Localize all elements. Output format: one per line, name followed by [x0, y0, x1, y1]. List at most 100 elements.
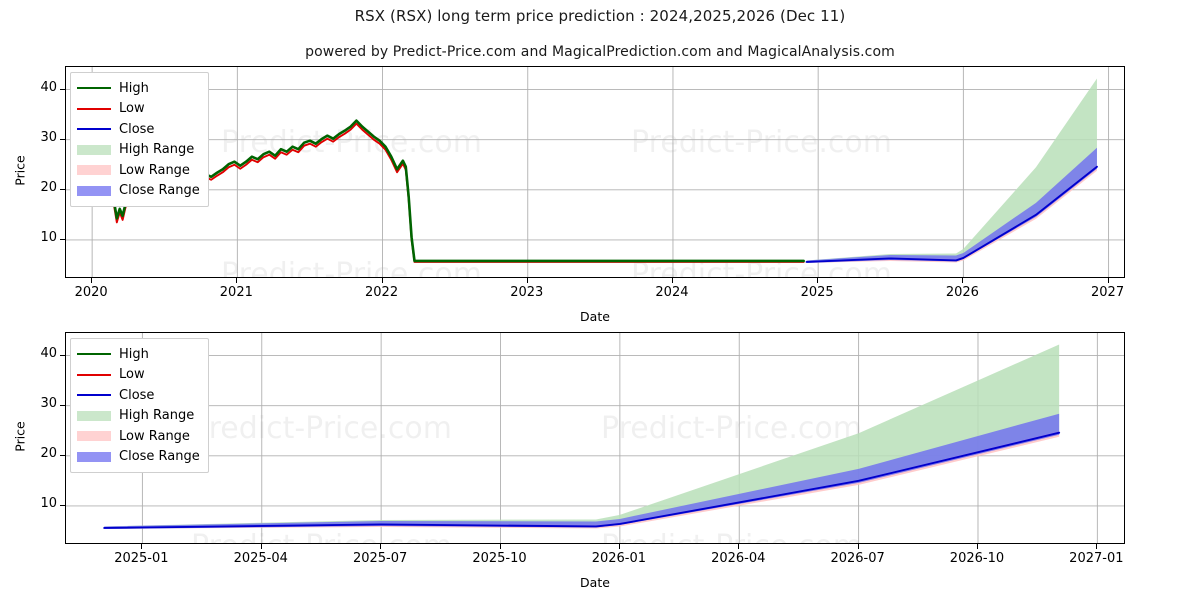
x-axis-tick-label: 2026 [907, 285, 1017, 300]
x-axis-tick-mark [738, 544, 739, 549]
legend-item-high[interactable]: High [77, 78, 200, 99]
x-axis-tick-mark [817, 278, 818, 283]
legend-label: High [119, 81, 149, 96]
x-axis-tick-label: 2027 [1053, 285, 1163, 300]
x-axis-tick-mark [500, 544, 501, 549]
bottom-chart-ylabel: Price [13, 407, 28, 467]
legend-label: Close Range [119, 183, 200, 198]
x-axis-tick-label: 2024 [617, 285, 727, 300]
legend-swatch-icon [77, 122, 111, 136]
legend-item-high-range[interactable]: High Range [77, 140, 200, 161]
y-axis-tick-label: 10 [15, 230, 57, 245]
legend-item-low-range[interactable]: Low Range [77, 426, 200, 447]
y-axis-tick-label: 40 [15, 346, 57, 361]
legend-swatch-icon [77, 163, 111, 177]
legend-swatch-icon [77, 81, 111, 95]
legend-label: Close Range [119, 449, 200, 464]
legend-swatch-icon [77, 368, 111, 382]
x-axis-tick-label: 2025-04 [206, 551, 316, 566]
legend-item-high-range[interactable]: High Range [77, 406, 200, 427]
bottom-chart-plot [66, 333, 1124, 543]
x-axis-tick-label: 2026-10 [922, 551, 1032, 566]
x-axis-tick-mark [261, 544, 262, 549]
legend-label: High [119, 347, 149, 362]
x-axis-tick-mark [672, 278, 673, 283]
x-axis-tick-label: 2025-10 [445, 551, 555, 566]
x-axis-tick-label: 2020 [36, 285, 146, 300]
top-chart-legend: High Low Close High Range Low Range Close Ran… [70, 72, 209, 207]
y-axis-tick-mark [60, 355, 65, 356]
x-axis-tick-mark [977, 544, 978, 549]
x-axis-tick-label: 2025 [762, 285, 872, 300]
top-chart-xlabel: Date [545, 309, 645, 324]
x-axis-tick-label: 2021 [181, 285, 291, 300]
x-axis-tick-mark [1108, 278, 1109, 283]
legend-swatch-icon [77, 102, 111, 116]
legend-item-low-range[interactable]: Low Range [77, 160, 200, 181]
legend-label: High Range [119, 408, 194, 423]
legend-label: Low [119, 101, 145, 116]
legend-label: Low Range [119, 163, 190, 178]
x-axis-tick-label: 2025-07 [325, 551, 435, 566]
x-axis-tick-mark [236, 278, 237, 283]
legend-swatch-icon [77, 450, 111, 464]
legend-line-marker [77, 128, 111, 130]
y-axis-tick-mark [60, 139, 65, 140]
legend-line-marker [77, 394, 111, 396]
x-axis-tick-mark [380, 544, 381, 549]
legend-swatch-icon [77, 388, 111, 402]
legend-label: Low Range [119, 429, 190, 444]
x-axis-tick-label: 2026-04 [683, 551, 793, 566]
x-axis-tick-mark [91, 278, 92, 283]
legend-swatch-icon [77, 429, 111, 443]
x-axis-tick-mark [858, 544, 859, 549]
x-axis-tick-label: 2022 [327, 285, 437, 300]
chart-title: RSX (RSX) long term price prediction : 2… [0, 7, 1200, 25]
legend-patch-marker [77, 145, 111, 155]
x-axis-tick-label: 2023 [472, 285, 582, 300]
legend-item-close-range[interactable]: Close Range [77, 181, 200, 202]
legend-line-marker [77, 87, 111, 89]
y-axis-tick-label: 40 [15, 80, 57, 95]
x-axis-tick-mark [141, 544, 142, 549]
y-axis-tick-mark [60, 505, 65, 506]
legend-item-low[interactable]: Low [77, 365, 200, 386]
x-axis-tick-label: 2026-01 [564, 551, 674, 566]
top-chart-axes: Predict-Price.comPredict-Price.comPredic… [65, 66, 1125, 278]
band-high-range [807, 79, 1097, 263]
legend-label: High Range [119, 142, 194, 157]
band-high-range [104, 345, 1059, 529]
x-axis-tick-mark [527, 278, 528, 283]
legend-swatch-icon [77, 409, 111, 423]
bottom-chart-xlabel: Date [545, 575, 645, 590]
legend-item-low[interactable]: Low [77, 99, 200, 120]
legend-line-marker [77, 374, 111, 376]
y-axis-tick-mark [60, 89, 65, 90]
legend-patch-marker [77, 411, 111, 421]
legend-item-close[interactable]: Close [77, 385, 200, 406]
legend-item-high[interactable]: High [77, 344, 200, 365]
y-axis-tick-mark [60, 455, 65, 456]
legend-patch-marker [77, 165, 111, 175]
legend-swatch-icon [77, 184, 111, 198]
y-axis-tick-mark [60, 405, 65, 406]
legend-item-close-range[interactable]: Close Range [77, 447, 200, 468]
y-axis-tick-mark [60, 189, 65, 190]
legend-line-marker [77, 108, 111, 110]
legend-label: Close [119, 388, 154, 403]
legend-label: Low [119, 367, 145, 382]
chart-figure: RSX (RSX) long term price prediction : 2… [0, 0, 1200, 600]
x-axis-tick-mark [619, 544, 620, 549]
x-axis-tick-mark [1096, 544, 1097, 549]
top-chart-ylabel: Price [13, 141, 28, 201]
bottom-chart-legend: High Low Close High Range Low Range Close Ran… [70, 338, 209, 473]
legend-patch-marker [77, 431, 111, 441]
legend-swatch-icon [77, 347, 111, 361]
top-chart-plot [66, 67, 1124, 277]
y-axis-tick-mark [60, 239, 65, 240]
legend-label: Close [119, 122, 154, 137]
legend-item-close[interactable]: Close [77, 119, 200, 140]
x-axis-tick-mark [382, 278, 383, 283]
x-axis-tick-label: 2027-01 [1041, 551, 1151, 566]
x-axis-tick-label: 2026-07 [803, 551, 913, 566]
